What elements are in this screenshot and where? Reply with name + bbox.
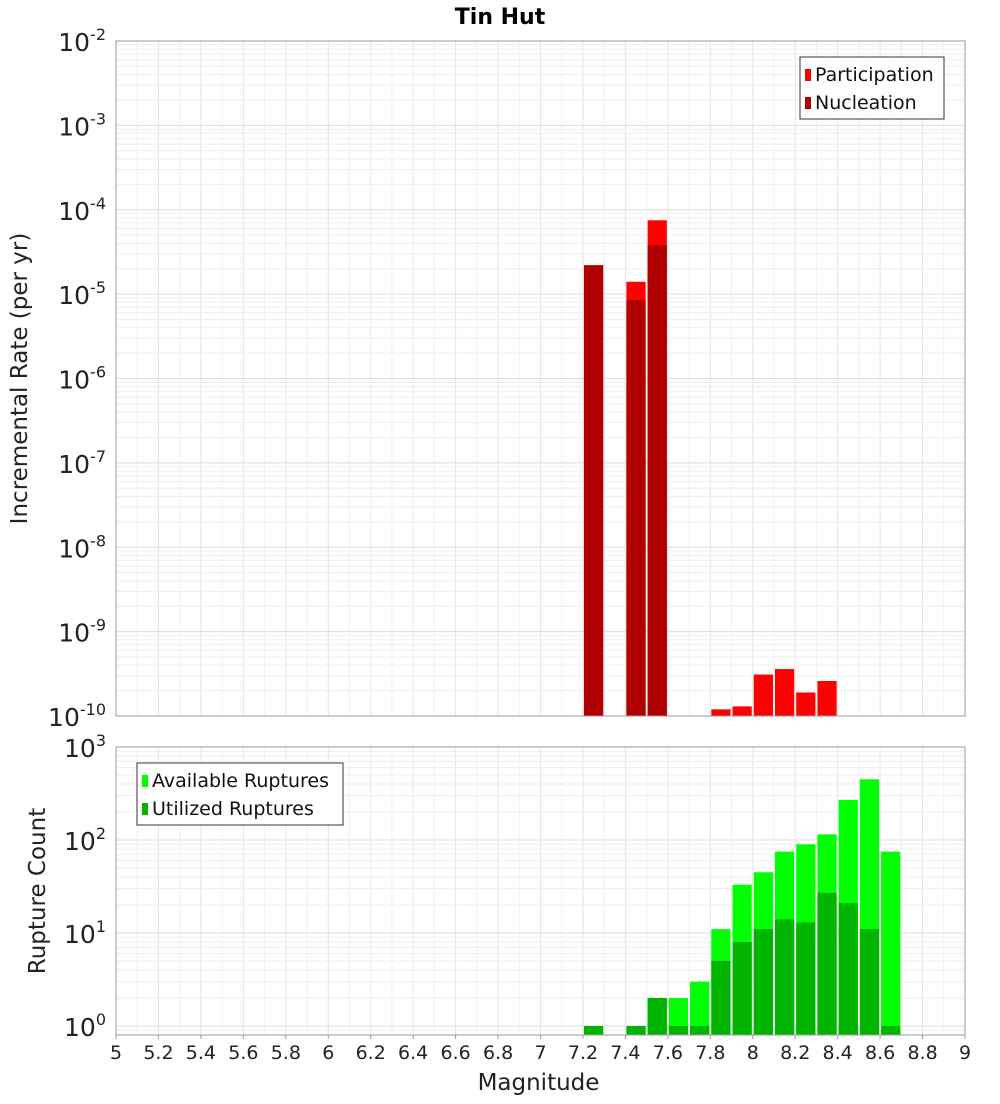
x-tick-label: 8.6 [865,1042,895,1064]
x-tick-label: 8 [747,1042,759,1064]
top-bar-participation [732,706,752,716]
top-bar-participation [796,692,816,716]
bottom-y-tick-label: 102 [64,824,106,856]
x-tick-label: 7.4 [610,1042,640,1064]
x-tick-label: 5 [110,1042,122,1064]
x-tick-label: 9 [959,1042,971,1064]
bottom-bar-available-ruptures [881,851,901,1035]
bottom-bar-utilized-ruptures [583,1025,604,1035]
x-tick-label: 8.2 [780,1042,810,1064]
top-y-tick-label: 10-8 [58,531,106,563]
x-axis-label: Magnitude [478,1070,600,1096]
top-legend [799,56,945,120]
chart-title: Tin Hut [455,5,546,30]
bottom-bar-utilized-ruptures [796,922,816,1035]
x-tick-label: 8.8 [907,1042,937,1064]
bottom-bar-utilized-ruptures [668,1025,689,1035]
top-y-tick-label: 10-6 [58,363,106,395]
bottom-legend-label: Available Ruptures [152,770,329,792]
x-tick-label: 8.4 [823,1042,853,1064]
top-bar-participation [711,709,731,716]
top-bar-nucleation [647,245,667,717]
bottom-bar-available-ruptures [668,997,689,1035]
x-tick-label: 7.2 [568,1042,598,1064]
top-legend-label: Nucleation [815,92,917,114]
bottom-y-tick-label: 100 [64,1010,106,1042]
bottom-bar-utilized-ruptures [626,1025,646,1035]
x-tick-label: 6.4 [398,1042,428,1064]
x-tick-label: 5.2 [143,1042,173,1064]
x-tick-label: 5.4 [186,1042,216,1064]
bottom-y-tick-label: 103 [64,731,106,763]
bottom-y-tick-label: 101 [64,917,106,949]
x-tick-label: 5.6 [228,1042,258,1064]
bottom-bar-utilized-ruptures [647,997,667,1035]
x-tick-label: 6 [322,1042,334,1064]
x-tick-label: 7.6 [653,1042,683,1064]
x-tick-label: 6.2 [356,1042,386,1064]
bottom-legend [136,762,344,826]
x-tick-label: 5.8 [271,1042,301,1064]
top-bar-participation [774,669,795,716]
bottom-y-axis-label: Rupture Count [25,808,51,974]
top-bar-nucleation [626,300,646,716]
top-frame [115,40,966,717]
top-bar-participation [753,674,773,716]
top-y-tick-label: 10-10 [48,700,106,732]
bottom-bar-utilized-ruptures [881,1025,901,1035]
bottom-legend-swatch [142,775,148,787]
bottom-bar-utilized-ruptures [838,903,858,1035]
top-y-axis-label: Incremental Rate (per yr) [7,233,33,525]
top-y-tick-label: 10-2 [58,25,106,57]
bottom-bar-utilized-ruptures [774,919,795,1035]
top-y-tick-label: 10-9 [58,616,106,648]
bottom-bar-utilized-ruptures [711,960,731,1035]
bottom-bar-available-ruptures [690,981,710,1035]
bottom-bar-utilized-ruptures [753,929,773,1035]
x-tick-label: 6.6 [440,1042,470,1064]
rupture-count-panel: 103 102 101 100 Rupture Count Available Ruptu… [25,731,971,1096]
top-bar-participation [817,680,837,716]
x-tick-label: 6.8 [483,1042,513,1064]
top-y-tick-label: 10-7 [58,447,106,479]
bottom-legend-swatch [142,803,148,815]
top-bar-nucleation [583,265,604,716]
bottom-bar-utilized-ruptures [859,929,880,1035]
top-legend-swatch [805,97,811,109]
top-y-tick-label: 10-4 [58,194,106,226]
top-legend-label: Participation [815,64,934,86]
bottom-bar-utilized-ruptures [732,942,752,1035]
bottom-legend-label: Utilized Ruptures [152,798,314,820]
top-y-tick-label: 10-3 [58,109,106,141]
top-y-tick-label: 10-5 [58,278,106,310]
rate-panel: 10-2 10-3 10-4 10-5 10-6 10-7 10-8 10-9 10-10 Inc… [7,25,966,732]
top-legend-swatch [805,69,811,81]
bottom-bar-utilized-ruptures [690,1025,710,1035]
x-tick-label: 7 [534,1042,546,1064]
bottom-bar-utilized-ruptures [817,892,837,1035]
x-tick-label: 7.8 [695,1042,725,1064]
